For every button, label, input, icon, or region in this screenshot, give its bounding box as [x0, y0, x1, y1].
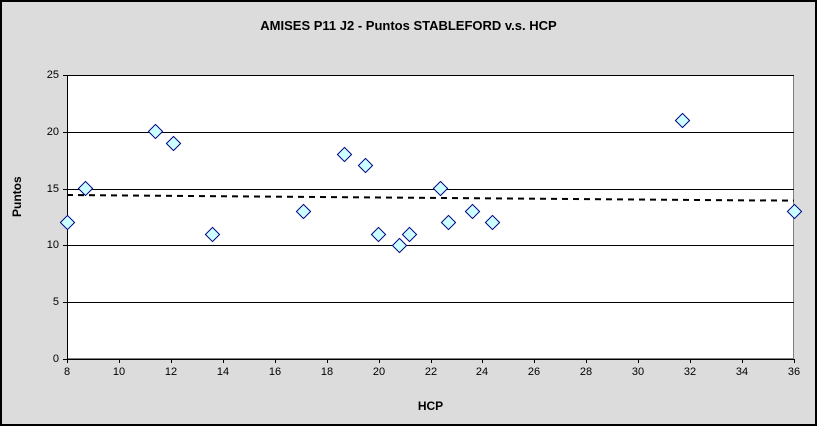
x-axis-tick — [482, 359, 483, 363]
x-tick-label: 24 — [475, 366, 489, 378]
x-axis-tick — [431, 359, 432, 363]
y-tick-label: 0 — [52, 353, 59, 365]
y-tick-label: 25 — [46, 69, 59, 81]
x-tick-label: 20 — [372, 366, 386, 378]
x-tick-label: 22 — [424, 366, 438, 378]
x-tick-label: 14 — [216, 366, 230, 378]
x-axis-tick — [379, 359, 380, 363]
x-tick-label: 28 — [579, 366, 593, 378]
y-gridline — [67, 132, 794, 133]
x-axis-tick — [67, 359, 68, 363]
y-tick-label: 15 — [46, 183, 59, 195]
y-axis-tick — [63, 132, 67, 133]
x-axis-tick — [171, 359, 172, 363]
y-gridline — [67, 245, 794, 246]
x-axis-title: HCP — [417, 399, 444, 413]
y-tick-label: 20 — [46, 126, 59, 138]
x-axis-tick — [742, 359, 743, 363]
x-tick-label: 16 — [268, 366, 282, 378]
y-tick-label: 5 — [52, 296, 59, 308]
plot-area — [67, 75, 794, 359]
x-tick-label: 10 — [112, 366, 126, 378]
x-tick-label: 12 — [164, 366, 178, 378]
y-gridline — [67, 75, 794, 76]
y-axis-tick — [63, 302, 67, 303]
x-tick-label: 8 — [63, 366, 71, 378]
x-axis-tick — [794, 359, 795, 363]
x-tick-label: 36 — [787, 366, 801, 378]
x-axis-tick — [534, 359, 535, 363]
y-gridline — [67, 189, 794, 190]
y-axis-tick — [63, 75, 67, 76]
y-tick-label: 10 — [46, 239, 59, 251]
x-axis-tick — [586, 359, 587, 363]
chart-title: AMISES P11 J2 - Puntos STABLEFORD v.s. H… — [260, 18, 557, 33]
x-axis-tick — [119, 359, 120, 363]
x-tick-label: 34 — [735, 366, 749, 378]
x-axis-tick — [638, 359, 639, 363]
x-axis-tick — [275, 359, 276, 363]
x-tick-label: 30 — [631, 366, 645, 378]
x-axis-tick — [223, 359, 224, 363]
x-axis-tick — [327, 359, 328, 363]
x-axis-tick — [690, 359, 691, 363]
x-tick-label: 18 — [320, 366, 334, 378]
x-tick-label: 32 — [683, 366, 697, 378]
y-axis-tick — [63, 359, 67, 360]
y-axis-title: Puntos — [10, 176, 24, 217]
y-axis-tick — [63, 189, 67, 190]
y-axis-tick — [63, 245, 67, 246]
x-tick-label: 26 — [527, 366, 541, 378]
y-gridline — [67, 302, 794, 303]
